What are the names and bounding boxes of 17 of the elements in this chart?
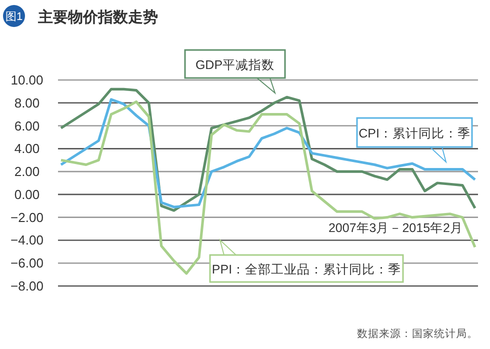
y-tick-label: 4.00 [14,141,40,156]
y-tick-label: 10.00 [10,72,44,88]
legend-label: PPI：全部工业品：累计同比：季 [212,262,402,276]
y-tick-label: −6.00 [10,256,44,271]
annotation: 2007年3月－2015年2月 [328,221,463,235]
series-label: CPI：累计同比：季 [358,126,470,140]
y-tick-label: 2.00 [14,164,40,180]
y-tick-label: −2.00 [10,210,44,225]
source-note: 数据来源：国家统计局。 [357,327,478,340]
chart-title: 主要物价指数走势 [37,8,158,26]
y-tick-label: −4.00 [10,232,44,248]
y-tick-label: 0.00 [14,186,40,202]
y-tick-label: 8.00 [14,95,40,110]
y-tick-label: −8.00 [10,278,44,294]
caption: 图1 [5,11,23,23]
y-tick-label: 6.00 [14,118,40,134]
line-series [60,100,476,275]
